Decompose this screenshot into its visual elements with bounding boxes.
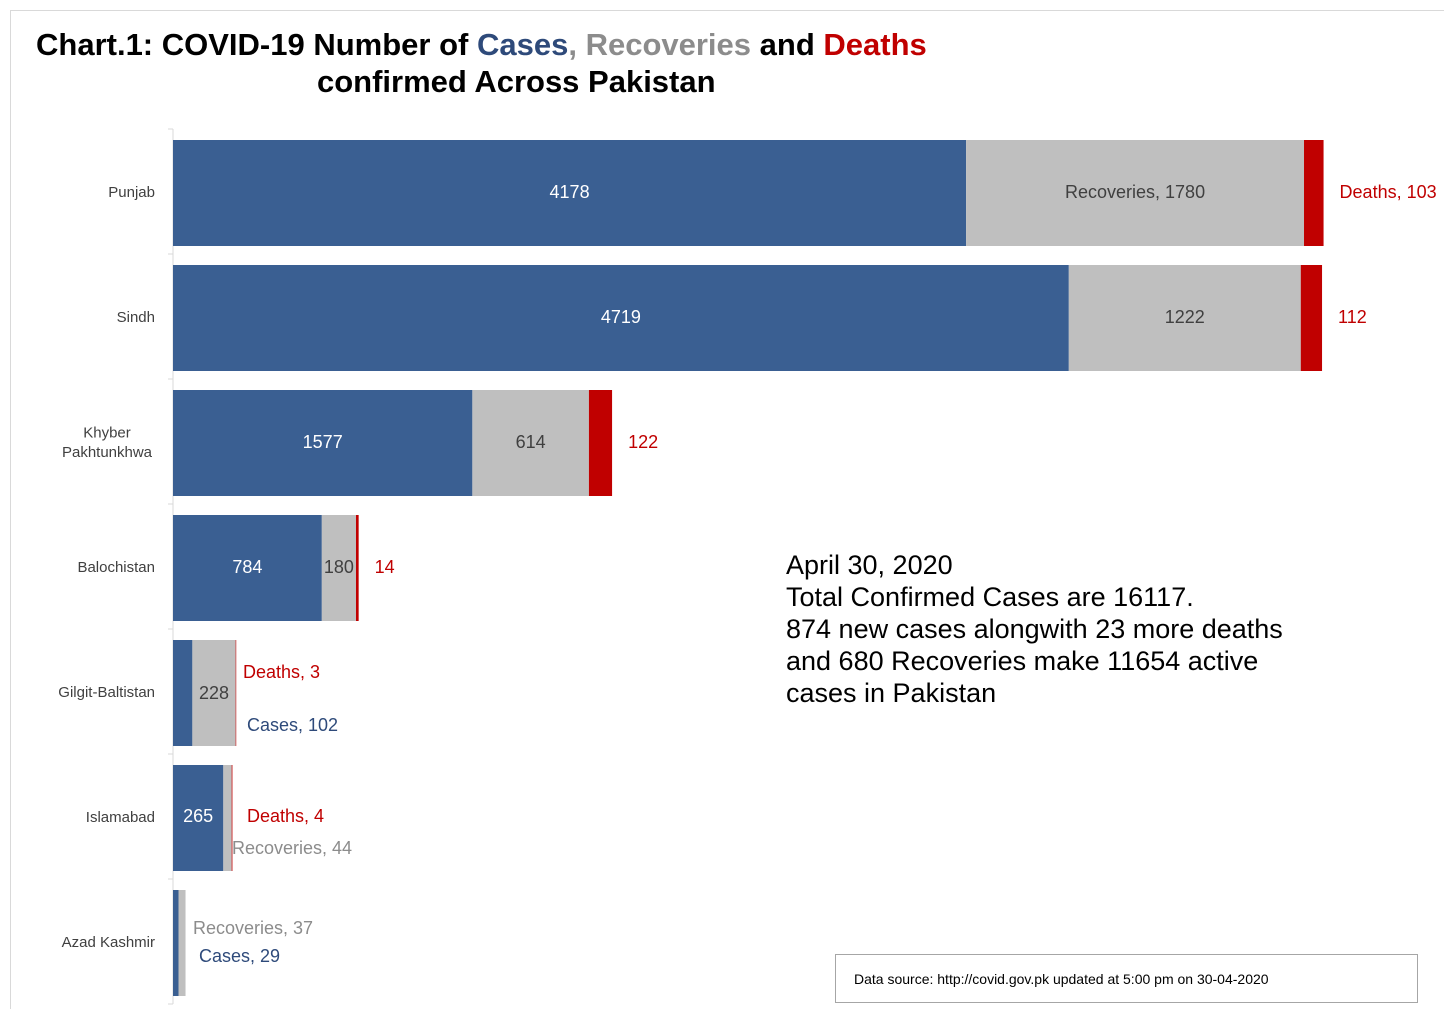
bar-deaths [588,390,613,496]
chart-frame [10,10,1444,1009]
data-label-recoveries: Recoveries, 37 [193,918,313,938]
note-line3: and 680 Recoveries make 11654 active [786,646,1259,676]
title-recoveries-word: Recoveries [585,27,752,62]
title-cases-word: Cases [476,27,569,62]
bar-deaths [355,515,359,621]
bar-cases [173,515,322,621]
title-prefix: Chart.1: COVID-19 Number of [36,27,469,62]
title-comma: , [568,27,577,62]
data-label-deaths: Deaths, 4 [247,806,324,826]
category-label: Azad Kashmir [62,934,155,951]
data-label-cases: 4178 [550,182,590,202]
data-label-deaths: 112 [1338,307,1367,327]
bar-cases [173,765,224,871]
bar-deaths [231,765,233,871]
bar-recoveries [321,515,356,621]
title-deaths-word: Deaths [823,27,927,62]
data-label-cases: 1577 [303,432,343,452]
bar-recoveries [178,890,186,996]
data-source-text: Data source: http://covid.gov.pk updated… [854,970,1269,987]
bar-cases [173,265,1069,371]
data-label-cases: 265 [183,806,213,826]
note-line2: 874 new cases alongwith 23 more deaths [786,614,1283,644]
title-line2: confirmed Across Pakistan [317,64,716,99]
category-label: Punjab [108,184,155,201]
bar-deaths [1304,140,1324,246]
data-label-recoveries: Recoveries, 44 [232,838,352,858]
category-label: Khyber Pakhtunkhwa [62,424,153,461]
bar-recoveries [966,140,1305,246]
bar-recoveries [1068,265,1301,371]
data-label-cases: Cases, 29 [199,946,280,966]
summary-note: April 30, 2020 Total Confirmed Cases are… [786,549,1386,709]
category-label: Sindh [117,309,155,326]
note-line4: cases in Pakistan [786,678,997,708]
bar-recoveries [192,640,236,746]
data-label-recoveries: Recoveries, 1780 [1065,182,1205,202]
data-label-cases: Cases, 102 [247,715,338,735]
data-source-box: Data source: http://covid.gov.pk updated… [835,954,1418,1003]
category-label: Islamabad [86,809,155,826]
data-label-recoveries: 180 [324,557,354,577]
title-and-word: and [759,27,815,62]
note-line1: Total Confirmed Cases are 16117. [786,582,1194,612]
bar-recoveries [472,390,589,496]
bar-cases [173,640,193,746]
bar-cases [173,390,473,496]
data-label-deaths: Deaths, 103 [1340,182,1437,202]
data-label-recoveries: 614 [516,432,546,452]
data-label-deaths: 122 [628,432,658,452]
chart-title: Chart.1: COVID-19 Number of Cases, Recov… [36,26,1136,100]
data-label-cases: 4719 [601,307,641,327]
data-label-recoveries: 1222 [1165,307,1205,327]
bar-cases [173,890,179,996]
category-label: Gilgit-Baltistan [58,684,155,701]
data-label-deaths: 14 [375,557,395,577]
bar-cases [173,140,967,246]
bar-deaths [235,640,237,746]
data-label-cases: 784 [232,557,262,577]
data-label-deaths: Deaths, 3 [243,662,320,682]
category-label: Balochistan [77,559,155,576]
bar-deaths [1300,265,1323,371]
data-label-recoveries: 228 [199,683,229,703]
bar-recoveries [223,765,232,871]
note-date: April 30, 2020 [786,550,953,580]
